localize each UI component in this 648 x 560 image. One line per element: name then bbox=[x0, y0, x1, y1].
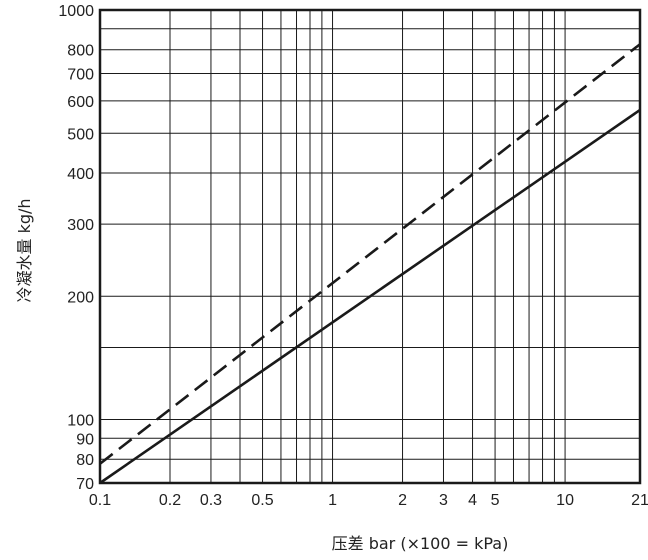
y-tick-label: 70 bbox=[76, 476, 94, 493]
y-tick-label: 200 bbox=[67, 289, 94, 306]
x-axis-title: 压差 bar (×100 = kPa) bbox=[332, 534, 509, 553]
x-tick-label: 0.3 bbox=[200, 492, 222, 509]
x-tick-label: 1 bbox=[328, 492, 337, 509]
x-tick-labels: 0.1 0.2 0.3 0.5 1 2 3 4 5 10 21 bbox=[89, 492, 648, 509]
x-tick-label: 3 bbox=[439, 492, 448, 509]
y-tick-label: 300 bbox=[67, 217, 94, 234]
x-tick-label: 0.5 bbox=[251, 492, 273, 509]
series-line-solid bbox=[99, 108, 641, 485]
x-tick-label: 4 bbox=[468, 492, 477, 509]
plot-frame bbox=[98, 8, 642, 485]
y-tick-label: 800 bbox=[67, 43, 94, 60]
series-group bbox=[99, 43, 641, 485]
x-tick-label: 0.1 bbox=[89, 492, 111, 509]
y-tick-label: 400 bbox=[67, 166, 94, 183]
x-tick-label: 10 bbox=[556, 492, 574, 509]
y-axis-title: 冷凝水量 kg/h bbox=[15, 198, 34, 302]
x-tick-label: 5 bbox=[491, 492, 500, 509]
y-tick-label: 100 bbox=[67, 413, 94, 430]
x-tick-label: 21 bbox=[631, 492, 648, 509]
grid bbox=[99, 9, 641, 484]
y-tick-label: 700 bbox=[67, 66, 94, 83]
x-tick-label: 0.2 bbox=[159, 492, 181, 509]
y-tick-label: 500 bbox=[67, 126, 94, 143]
x-tick-label: 2 bbox=[398, 492, 407, 509]
y-tick-label: 80 bbox=[76, 452, 94, 469]
y-tick-label: 90 bbox=[76, 431, 94, 448]
y-tick-label: 1000 bbox=[58, 3, 94, 20]
y-tick-label: 600 bbox=[67, 94, 94, 111]
series-line-dashed bbox=[99, 43, 641, 465]
